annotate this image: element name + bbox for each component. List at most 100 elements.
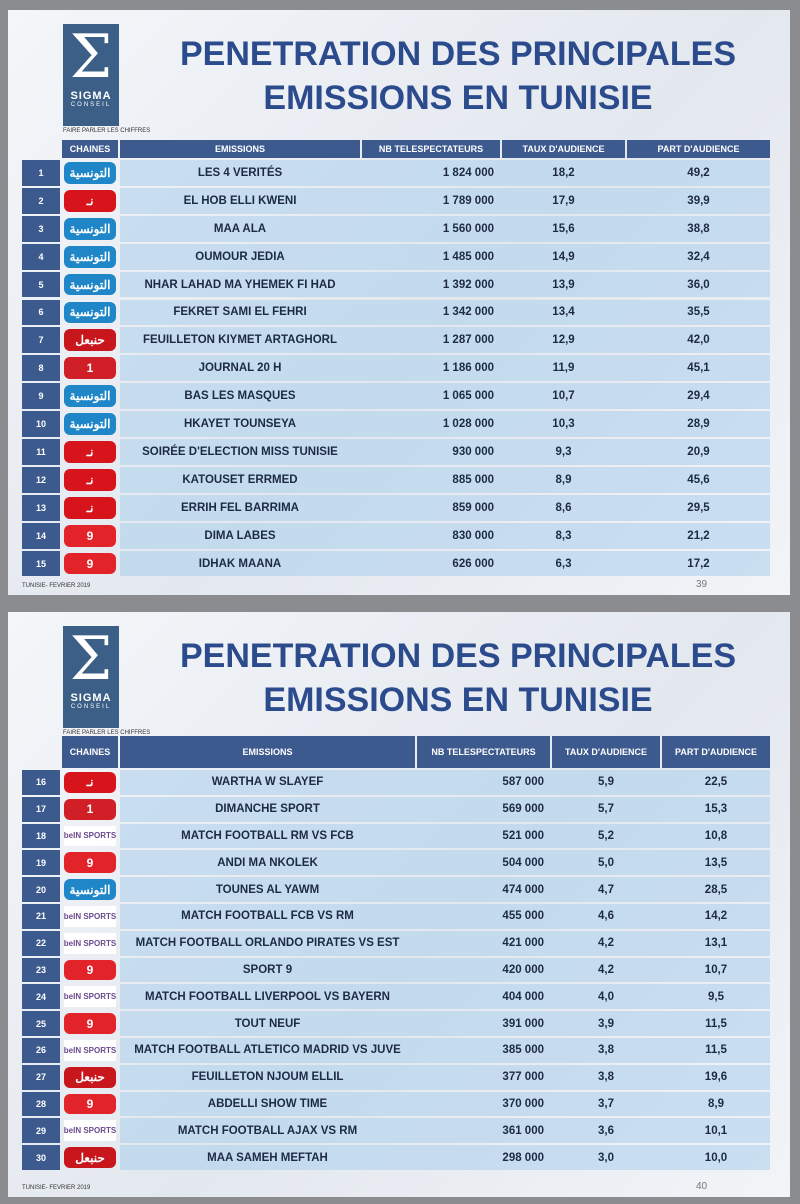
tagline: FAIRE PARLER LES CHIFFRES	[63, 730, 151, 736]
channel-logo: 9	[64, 1013, 116, 1034]
viewers: 421 000	[502, 937, 544, 950]
audience-share: 36,0	[687, 278, 710, 291]
audience-share: 20,9	[687, 445, 710, 458]
rank: 22	[22, 930, 60, 956]
viewers: 569 000	[502, 803, 544, 816]
emission: DIMA LABES	[204, 529, 276, 542]
viewers: 361 000	[502, 1124, 544, 1137]
emission: DIMANCHE SPORT	[215, 803, 320, 816]
audience-share: 29,5	[687, 501, 710, 514]
rank: 21	[22, 904, 60, 929]
viewers: 885 000	[452, 473, 494, 486]
audience-rate: 11,9	[552, 362, 575, 375]
channel-logo: beIN SPORTS	[64, 932, 116, 954]
audience-rate: 8,9	[555, 473, 572, 486]
emission: TOUNES AL YAWM	[215, 883, 320, 896]
rank: 1	[22, 160, 60, 186]
audience-rate: 3,8	[598, 1044, 614, 1057]
column-header: TAUX D'AUDIENCE	[552, 736, 660, 768]
audience-rate: 5,2	[598, 829, 614, 842]
footer: TUNISIE- FEVRIER 2019	[22, 583, 91, 589]
row-band	[120, 796, 770, 822]
audience-share: 10,8	[704, 829, 728, 842]
audience-rate: 5,0	[598, 856, 614, 869]
channel-logo: التونسية	[64, 413, 116, 435]
audience-rate: 15,6	[552, 222, 575, 235]
slide: Σ SIGMA CONSEIL FAIRE PARLER LES CHIFFRES PE…	[8, 10, 790, 595]
brand-sub: CONSEIL	[70, 102, 112, 108]
emission: ABDELLI SHOW TIME	[207, 1097, 328, 1110]
rank: 27	[22, 1064, 60, 1090]
brand-sub: CONSEIL	[70, 704, 112, 710]
emission: MATCH FOOTBALL RM VS FCB	[181, 829, 354, 842]
viewers: 404 000	[502, 990, 544, 1003]
page-number: 40	[696, 1181, 708, 1192]
brand-name: SIGMA	[70, 90, 112, 102]
audience-rate: 13,9	[552, 278, 575, 291]
channel-logo: التونسية	[64, 217, 116, 240]
row-band	[120, 1145, 770, 1170]
viewers: 1 028 000	[442, 418, 494, 431]
rank: 24	[22, 984, 60, 1010]
channel-logo: نـ	[64, 496, 116, 519]
title-line: PENETRATION DES PRINCIPALES	[179, 637, 737, 675]
emission: SPORT 9	[242, 963, 293, 976]
emission: FEKRET SAMI EL FEHRI	[173, 306, 307, 319]
audience-rate: 4,6	[598, 910, 614, 923]
channel-logo: beIN SPORTS	[64, 825, 116, 847]
rank: 16	[22, 770, 60, 795]
emission: MAA SAMEH MEFTAH	[207, 1151, 328, 1164]
rank: 10	[22, 411, 60, 437]
viewers: 1 065 000	[442, 390, 494, 403]
audience-share: 28,5	[704, 883, 728, 896]
channel-logo: التونسية	[64, 301, 116, 324]
audience-share: 45,1	[687, 362, 710, 375]
emission: EL HOB ELLI KWENI	[183, 194, 297, 207]
viewers: 377 000	[502, 1071, 544, 1084]
viewers: 298 000	[502, 1151, 544, 1164]
audience-share: 9,5	[708, 990, 724, 1003]
rank: 14	[22, 522, 60, 549]
emission: SOIRÉE D'ELECTION MISS TUNISIE	[142, 445, 338, 458]
viewers: 626 000	[452, 557, 494, 570]
channel-logo: beIN SPORTS	[64, 1040, 116, 1061]
emission: TOUT NEUF	[234, 1017, 301, 1030]
emission: KATOUSET ERRMED	[182, 473, 298, 486]
channel-logo: حنبعل	[64, 1147, 116, 1168]
emission: HKAYET TOUNSEYA	[183, 418, 297, 431]
row-band	[120, 383, 770, 410]
rank: 8	[22, 355, 60, 382]
row-band	[120, 411, 770, 437]
rank: 23	[22, 957, 60, 983]
column-header: PART D'AUDIENCE	[662, 736, 770, 768]
emission: LES 4 VERITÉS	[197, 166, 283, 179]
audience-rate: 10,7	[552, 390, 575, 403]
audience-rate: 3,7	[598, 1097, 614, 1110]
row-band	[120, 160, 770, 186]
rank: 9	[22, 383, 60, 410]
audience-share: 11,5	[705, 1044, 727, 1057]
rank: 28	[22, 1091, 60, 1117]
row-band	[120, 327, 770, 354]
viewers: 830 000	[452, 529, 494, 542]
viewers: 1 789 000	[442, 194, 494, 207]
audience-share: 13,1	[704, 937, 728, 950]
row-band	[120, 271, 770, 298]
audience-share: 42,0	[687, 334, 710, 347]
viewers: 420 000	[502, 963, 544, 976]
emission: MATCH FOOTBALL ATLETICO MADRID VS JUVE	[134, 1044, 401, 1057]
emission: FEUILLETON KIYMET ARTAGHORL	[142, 334, 337, 347]
audience-rate: 4,0	[598, 990, 614, 1003]
viewers: 385 000	[502, 1044, 544, 1057]
emission: IDHAK MAANA	[198, 557, 282, 570]
audience-rate: 4,7	[598, 883, 614, 896]
page-number: 39	[696, 579, 708, 590]
sigma-icon: Σ	[69, 22, 113, 92]
row-band	[120, 187, 770, 214]
viewers: 370 000	[502, 1097, 544, 1110]
audience-share: 49,2	[687, 166, 710, 179]
emission: OUMOUR JEDIA	[195, 250, 285, 263]
emission: JOURNAL 20 H	[198, 362, 282, 375]
emission: FEUILLETON NJOUM ELLIL	[191, 1071, 344, 1084]
